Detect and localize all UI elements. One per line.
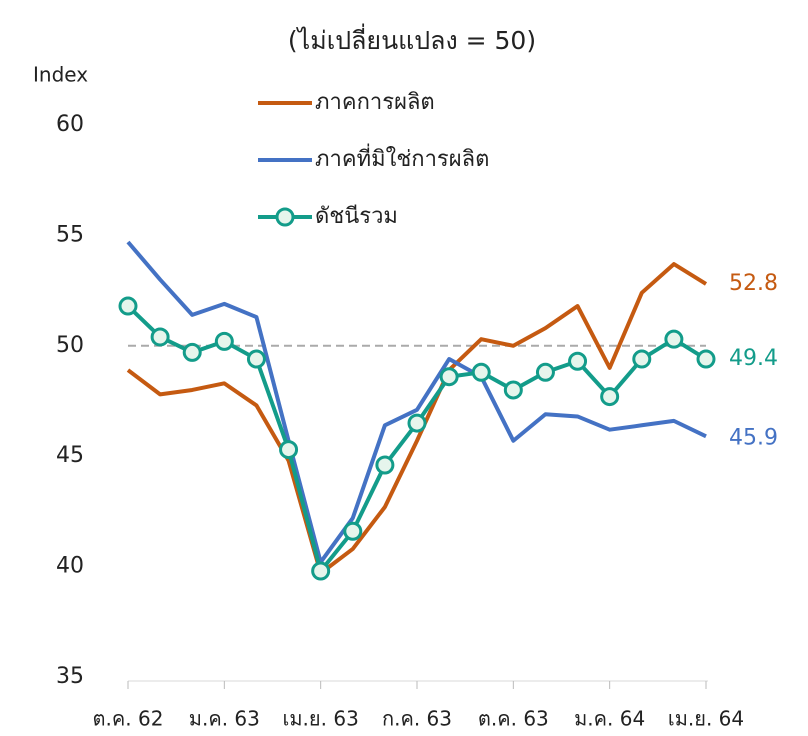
legend-marker (275, 207, 295, 227)
marker (150, 327, 170, 347)
marker (632, 349, 652, 369)
legend-label: ดัชนีรวม (315, 204, 398, 229)
marker (311, 561, 331, 581)
x-tick-label: เม.ย. 63 (283, 707, 359, 731)
marker (182, 342, 202, 362)
marker (568, 351, 588, 371)
y-tick-label: 35 (56, 664, 84, 689)
x-tick-label: ต.ค. 62 (93, 707, 164, 731)
end-label: 49.4 (729, 346, 778, 371)
series-line (126, 240, 707, 565)
chart-title: (ไม่เปลี่ยนแปลง = 50) (288, 23, 536, 55)
legend-label: ภาคที่มิใช่การผลิต (315, 143, 489, 172)
marker (279, 440, 299, 460)
x-tick-label: ม.ค. 63 (189, 707, 260, 731)
marker (214, 331, 234, 351)
y-tick-label: 55 (56, 222, 84, 247)
y-tick-label: 45 (56, 443, 84, 468)
y-tick-label: 60 (56, 112, 84, 137)
x-tick-label: ม.ค. 64 (574, 707, 645, 731)
marker (664, 329, 684, 349)
marker (535, 362, 555, 382)
end-label: 45.9 (729, 425, 778, 450)
marker (471, 362, 491, 382)
marker (118, 296, 138, 316)
x-tick-label: ก.ค. 63 (382, 707, 452, 731)
marker (503, 380, 523, 400)
marker (375, 455, 395, 475)
x-tick-label: ต.ค. 63 (478, 707, 549, 731)
y-tick-label: 40 (56, 554, 84, 579)
marker (343, 521, 363, 541)
marker (696, 349, 716, 369)
marker (600, 387, 620, 407)
y-axis-label: Index (33, 63, 88, 87)
legend-label: ภาคการผลิต (315, 90, 435, 115)
marker (246, 349, 266, 369)
y-tick-label: 50 (56, 333, 84, 358)
series-line (126, 262, 708, 576)
marker (439, 367, 459, 387)
marker (407, 413, 427, 433)
end-label: 52.8 (729, 271, 778, 296)
x-tick-label: เม.ย. 64 (668, 707, 744, 731)
